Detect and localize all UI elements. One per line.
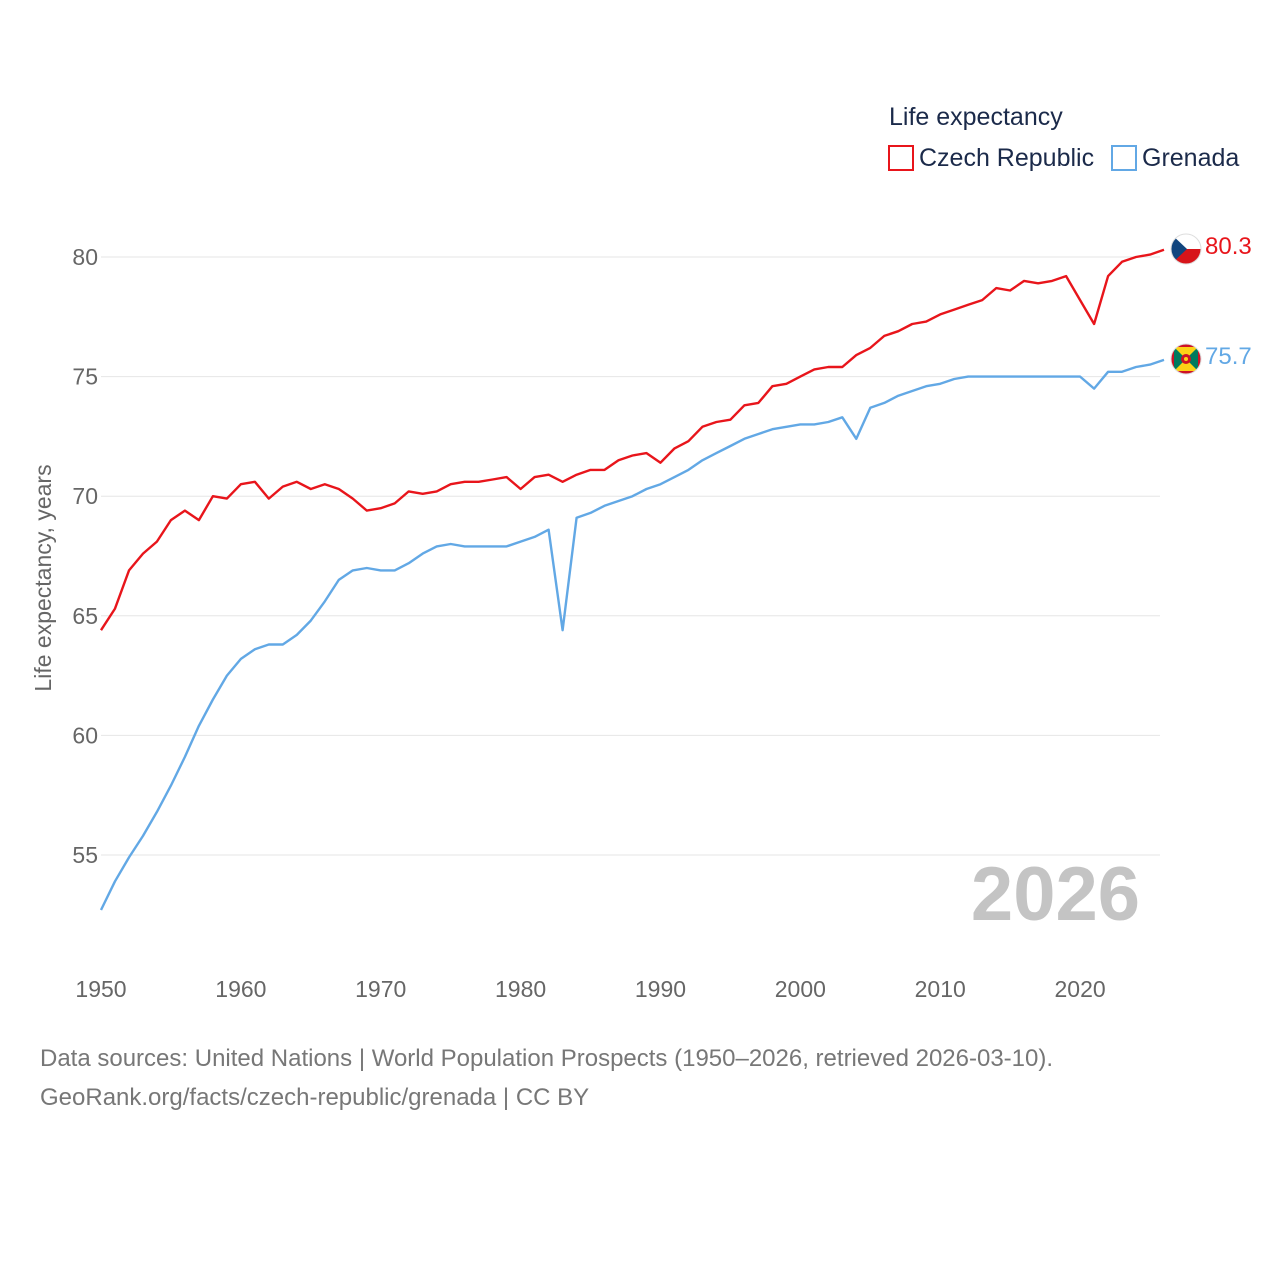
data-source-line: Data sources: United Nations | World Pop… [40,1045,1054,1072]
legend-swatch-czech-republic [888,145,914,171]
legend-swatch-grenada [1111,145,1137,171]
end-value-czech-republic: 80.3 [1205,233,1252,260]
y-axis-label: Life expectancy, years [30,464,56,691]
series-lines [99,248,1165,911]
y-tick-label: 70 [72,483,98,509]
czech-flag-outline [1170,233,1202,265]
y-tick-labels: 55 60 65 70 75 80 [72,244,98,868]
y-gridlines [101,256,1160,856]
series-line-czech-republic [99,248,1165,631]
y-tick-label: 80 [72,244,98,270]
x-tick-label: 1950 [75,976,126,1002]
x-tick-label: 1990 [635,976,686,1002]
legend-title: Life expectancy [889,103,1063,131]
y-tick-label: 60 [72,722,98,748]
x-tick-label: 1980 [495,976,546,1002]
y-tick-label: 75 [72,364,98,390]
legend: Life expectancy Czech Republic Grenada [888,103,1239,172]
grenada-flag-icon [1171,344,1201,374]
year-watermark: 2026 [971,852,1140,937]
legend-label-grenada: Grenada [1142,144,1239,172]
end-value-grenada: 75.7 [1205,343,1252,370]
series-line-grenada [99,358,1165,911]
y-tick-label: 55 [72,842,98,868]
x-tick-labels: 1950 1960 1970 1980 1990 2000 2010 2020 [75,976,1105,1002]
grenada-flag-outline [1170,343,1202,375]
czech-republic-flag-icon [1171,234,1201,264]
legend-label-czech-republic: Czech Republic [919,144,1094,172]
x-tick-label: 2010 [915,976,966,1002]
x-tick-label: 1970 [355,976,406,1002]
source-url-line: GeoRank.org/facts/czech-republic/grenada… [40,1084,590,1111]
x-tick-label: 2000 [775,976,826,1002]
y-tick-label: 65 [72,603,98,629]
x-tick-label: 2020 [1054,976,1105,1002]
x-tick-label: 1960 [215,976,266,1002]
